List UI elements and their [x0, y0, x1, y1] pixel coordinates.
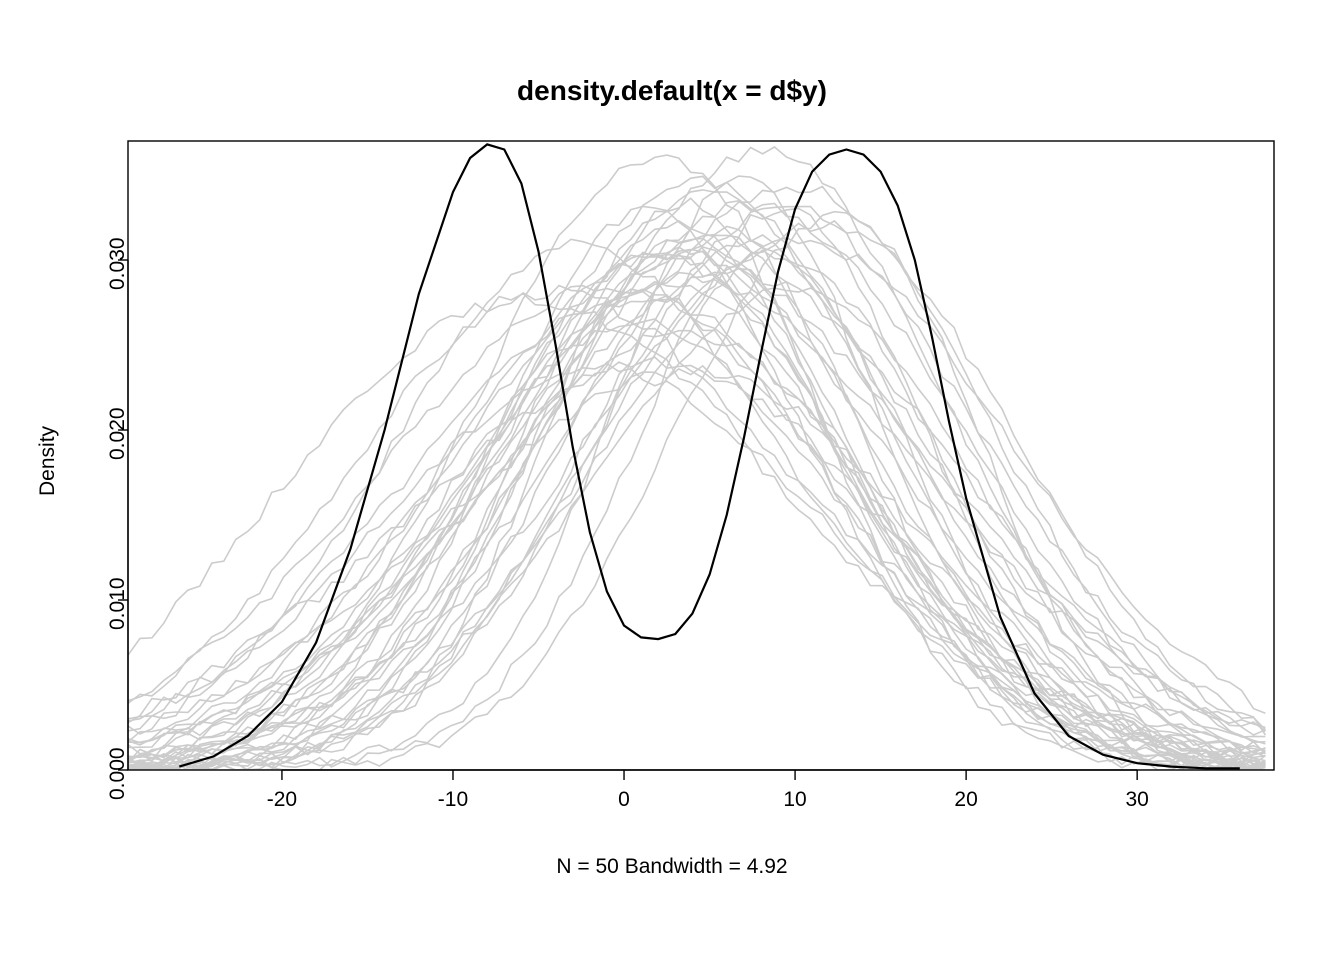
x-tick-label: 10	[765, 788, 825, 812]
y-tick-label: 0.000	[106, 747, 130, 800]
x-tick-label: 0	[594, 788, 654, 812]
x-tick-label: 20	[936, 788, 996, 812]
x-tick-label: -10	[423, 788, 483, 812]
x-tick-label: 30	[1107, 788, 1167, 812]
density-plot	[0, 0, 1344, 960]
y-tick-label: 0.010	[106, 577, 130, 630]
y-tick-label: 0.030	[106, 237, 130, 290]
x-tick-label: -20	[252, 788, 312, 812]
y-tick-label: 0.020	[106, 407, 130, 460]
